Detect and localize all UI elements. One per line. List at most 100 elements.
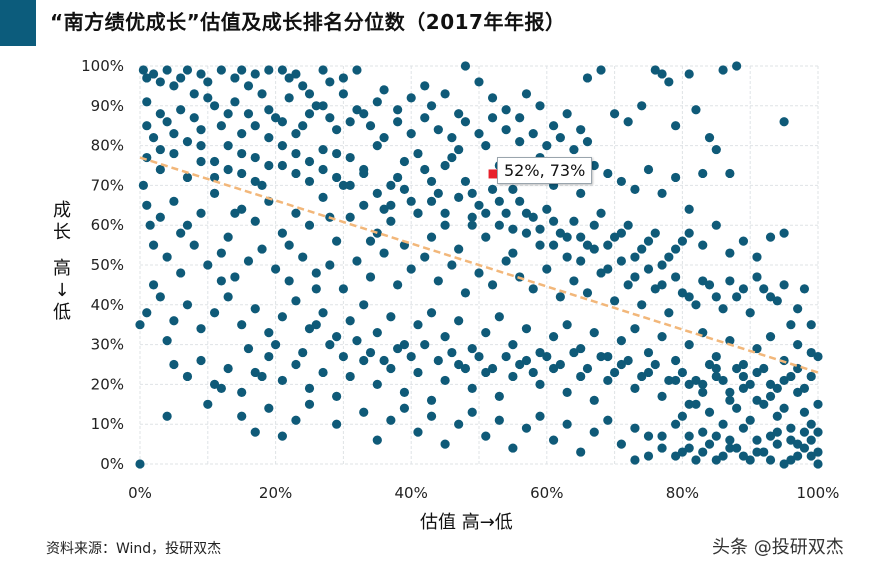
x-tick-label: 60% bbox=[530, 484, 563, 502]
scatter-point bbox=[325, 77, 335, 87]
scatter-point bbox=[298, 252, 308, 262]
scatter-point bbox=[311, 101, 321, 111]
scatter-point bbox=[752, 395, 762, 405]
scatter-point bbox=[548, 363, 559, 374]
scatter-point bbox=[711, 144, 721, 155]
scatter-point bbox=[386, 363, 396, 374]
scatter-point bbox=[786, 371, 796, 382]
scatter-point bbox=[582, 363, 593, 374]
scatter-point bbox=[745, 379, 755, 389]
scatter-point bbox=[325, 260, 335, 270]
scatter-point bbox=[216, 65, 226, 75]
scatter-point bbox=[138, 180, 148, 190]
scatter-point bbox=[664, 252, 674, 262]
scatter-point bbox=[365, 121, 376, 131]
scatter-point bbox=[223, 292, 233, 302]
scatter-point bbox=[148, 133, 159, 143]
scatter-point bbox=[176, 268, 186, 278]
scatter-point bbox=[786, 320, 796, 330]
scatter-point bbox=[372, 379, 382, 389]
scatter-point bbox=[277, 228, 287, 238]
scatter-point bbox=[725, 168, 735, 179]
scatter-point bbox=[569, 216, 579, 226]
scatter-point bbox=[535, 411, 545, 421]
scatter-point bbox=[155, 212, 165, 222]
scatter-point bbox=[142, 73, 152, 83]
scatter-point bbox=[745, 455, 755, 465]
scatter-point bbox=[684, 431, 694, 441]
scatter-point bbox=[657, 443, 667, 453]
scatter-point bbox=[176, 228, 186, 238]
scatter-point bbox=[657, 332, 667, 342]
scatter-point bbox=[291, 415, 301, 425]
scatter-point bbox=[420, 340, 430, 350]
highlight-point bbox=[488, 169, 498, 179]
scatter-point bbox=[643, 164, 654, 175]
scatter-point bbox=[643, 451, 654, 461]
y-tick-label: 40% bbox=[91, 296, 124, 314]
scatter-point bbox=[487, 93, 498, 103]
scatter-point bbox=[562, 109, 572, 119]
scatter-point bbox=[596, 65, 606, 75]
scatter-point bbox=[379, 133, 389, 143]
x-tick-label: 0% bbox=[128, 484, 152, 502]
scatter-point bbox=[664, 308, 674, 318]
scatter-point bbox=[738, 423, 749, 433]
scatter-point bbox=[657, 391, 667, 401]
scatter-point bbox=[318, 192, 328, 202]
scatter-point bbox=[474, 268, 484, 278]
scatter-point bbox=[725, 395, 735, 405]
scatter-point bbox=[332, 148, 342, 159]
scatter-point bbox=[562, 232, 572, 242]
scatter-point bbox=[352, 105, 362, 115]
scatter-point bbox=[413, 208, 423, 218]
scatter-point bbox=[332, 419, 342, 429]
scatter-point bbox=[799, 427, 810, 437]
scatter-point bbox=[413, 427, 423, 437]
scatter-point bbox=[250, 427, 260, 437]
scatter-point bbox=[318, 308, 328, 318]
scatter-point bbox=[372, 435, 382, 445]
scatter-point bbox=[582, 288, 593, 298]
scatter-point bbox=[291, 296, 301, 306]
scatter-point bbox=[332, 236, 342, 246]
scatter-point bbox=[318, 101, 328, 111]
scatter-point bbox=[359, 168, 369, 179]
scatter-point bbox=[169, 129, 179, 139]
scatter-point bbox=[515, 359, 525, 370]
scatter-point bbox=[732, 403, 742, 413]
scatter-point bbox=[528, 367, 538, 378]
scatter-point bbox=[650, 65, 660, 75]
scatter-point bbox=[752, 252, 762, 262]
scatter-point bbox=[182, 371, 193, 382]
scatter-point bbox=[203, 77, 213, 87]
scatter-point bbox=[793, 304, 803, 314]
scatter-point bbox=[677, 288, 688, 298]
scatter-point bbox=[142, 97, 152, 107]
scatter-point bbox=[460, 363, 471, 374]
scatter-point bbox=[277, 312, 287, 322]
scatter-point bbox=[460, 61, 471, 71]
scatter-point bbox=[603, 264, 613, 274]
scatter-point bbox=[779, 280, 789, 290]
y-tick-label: 100% bbox=[81, 57, 124, 75]
scatter-point bbox=[304, 89, 315, 99]
scatter-point bbox=[372, 328, 382, 338]
scatter-point bbox=[196, 141, 206, 151]
scatter-point bbox=[291, 208, 301, 218]
scatter-point bbox=[772, 427, 782, 437]
scatter-point bbox=[345, 212, 355, 222]
scatter-point bbox=[799, 407, 810, 417]
scatter-point bbox=[610, 232, 620, 242]
scatter-point bbox=[718, 65, 728, 75]
y-tick-label: 20% bbox=[91, 375, 124, 393]
scatter-point bbox=[738, 359, 749, 370]
scatter-point bbox=[481, 431, 491, 441]
scatter-point bbox=[379, 355, 389, 366]
scatter-point bbox=[332, 172, 342, 183]
scatter-point bbox=[271, 264, 281, 274]
scatter-point bbox=[237, 65, 247, 75]
scatter-point bbox=[494, 196, 504, 206]
scatter-point bbox=[643, 367, 654, 378]
scatter-point bbox=[460, 117, 471, 127]
